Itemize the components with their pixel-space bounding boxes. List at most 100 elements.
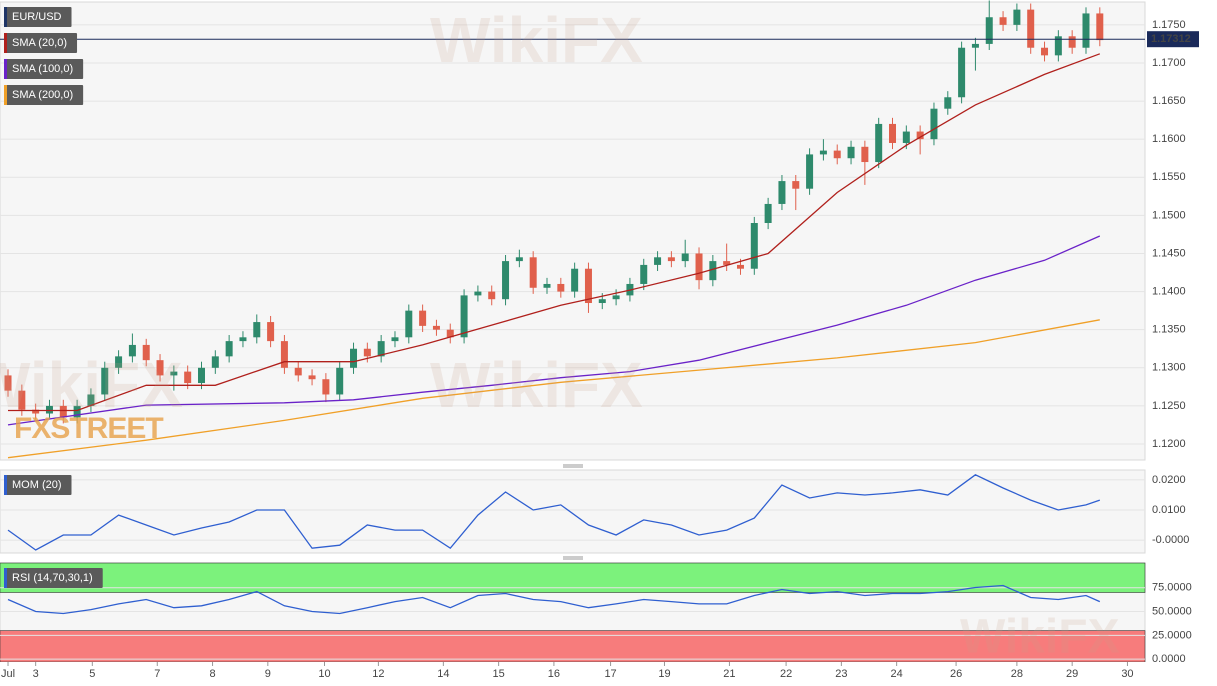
y-tick-label: 1.1650	[1152, 95, 1186, 107]
logo: FXSTREET	[14, 412, 163, 445]
candle-body	[723, 261, 731, 265]
candle-body	[543, 283, 551, 288]
y-tick-label: 0.0200	[1152, 474, 1186, 486]
y-tick-label: 1.1300	[1152, 362, 1186, 374]
legend-swatch	[4, 7, 7, 27]
candle-body	[819, 150, 827, 155]
legend-swatch	[4, 475, 7, 495]
legend-label: RSI (14,70,30,1)	[12, 572, 93, 584]
candle-body	[1096, 13, 1104, 41]
x-tick-label: 16	[548, 668, 560, 680]
legend-label: MOM (20)	[12, 479, 62, 491]
y-tick-label: 1.1350	[1152, 324, 1186, 336]
candle-body	[736, 264, 744, 269]
panel-background	[0, 1, 1146, 461]
x-tick-label: 28	[1011, 668, 1023, 680]
candle-body	[944, 97, 952, 109]
candle-body	[847, 146, 855, 159]
legend-label: SMA (100,0)	[12, 63, 73, 75]
candle-body	[1082, 13, 1090, 48]
candle-body	[999, 17, 1007, 25]
watermark: WikiFX	[0, 349, 183, 421]
candle-body	[308, 375, 316, 380]
watermark: WikiFX	[960, 611, 1120, 664]
candle-body	[363, 348, 371, 357]
candle-body	[211, 356, 219, 368]
candle-body	[253, 322, 261, 338]
series-line	[8, 53, 1101, 412]
x-tick-label: 17	[604, 668, 616, 680]
x-tick-label: 23	[835, 668, 847, 680]
candle-body	[419, 310, 427, 326]
legend-swatch	[4, 85, 7, 105]
candle-body	[806, 154, 814, 189]
candle-body	[709, 261, 717, 281]
x-tick-label: 9	[265, 668, 271, 680]
candle-body	[294, 367, 302, 376]
candle-body	[128, 344, 136, 357]
x-tick-label: 22	[780, 668, 792, 680]
candle-body	[971, 43, 979, 48]
candle-body	[764, 203, 772, 223]
last-price-box	[1147, 31, 1199, 48]
candle-body	[681, 253, 689, 262]
candle-body	[515, 257, 523, 262]
legend-swatch	[4, 568, 7, 588]
x-tick-label: 12	[372, 668, 384, 680]
candle-body	[750, 222, 758, 269]
y-tick-label: 1.1750	[1152, 19, 1186, 31]
x-tick-label: 24	[891, 668, 903, 680]
candle-body	[156, 360, 164, 376]
candle-body	[350, 348, 358, 368]
last-price-label: 1.17312	[1151, 33, 1191, 45]
candle-body	[875, 123, 883, 163]
candle-body	[654, 257, 662, 265]
legend-swatch	[4, 59, 7, 79]
candle-body	[170, 371, 178, 376]
legend-box	[4, 85, 84, 105]
panel-background	[0, 469, 1146, 554]
candle-body	[985, 17, 993, 44]
y-tick-label: 1.1450	[1152, 247, 1186, 259]
legend-label: SMA (20,0)	[12, 37, 67, 49]
y-tick-label: 0.0100	[1152, 504, 1186, 516]
y-tick-label: 1.1500	[1152, 209, 1186, 221]
candle-body	[45, 405, 53, 414]
y-tick-label: 1.1400	[1152, 285, 1186, 297]
candle-body	[225, 341, 233, 357]
y-tick-label: 25.0000	[1152, 629, 1192, 641]
candle-body	[280, 341, 288, 368]
y-tick-label: 75.0000	[1152, 582, 1192, 594]
series-line	[7, 319, 1100, 459]
candle-body	[101, 367, 109, 395]
candle-body	[460, 295, 468, 338]
candle-body	[336, 367, 344, 395]
candle-body	[930, 108, 938, 140]
candle-body	[1027, 9, 1035, 48]
candle-body	[239, 337, 247, 342]
candle-body	[695, 253, 703, 281]
candle-body	[377, 341, 385, 357]
x-tick-label: 26	[950, 668, 962, 680]
candle-body	[557, 283, 565, 292]
candle-body	[916, 131, 924, 140]
legend-box	[4, 475, 72, 495]
candle-body	[861, 146, 869, 163]
series-line	[7, 474, 1101, 551]
series-line	[7, 235, 1101, 426]
candle-body	[32, 409, 40, 414]
candle-body	[584, 268, 592, 304]
candle-body	[833, 150, 841, 159]
candle-body	[432, 325, 440, 330]
candle-body	[1041, 47, 1049, 56]
x-tick-label: 29	[1066, 668, 1078, 680]
legend-box	[4, 7, 72, 27]
candle-body	[405, 310, 413, 338]
x-tick-label: 30	[1121, 668, 1133, 680]
x-tick-label: 21	[723, 668, 735, 680]
legend-box	[4, 568, 103, 588]
y-tick-label: 1.1200	[1152, 438, 1186, 450]
watermark: WikiFX	[430, 349, 643, 421]
y-tick-label: 1.1250	[1152, 400, 1186, 412]
